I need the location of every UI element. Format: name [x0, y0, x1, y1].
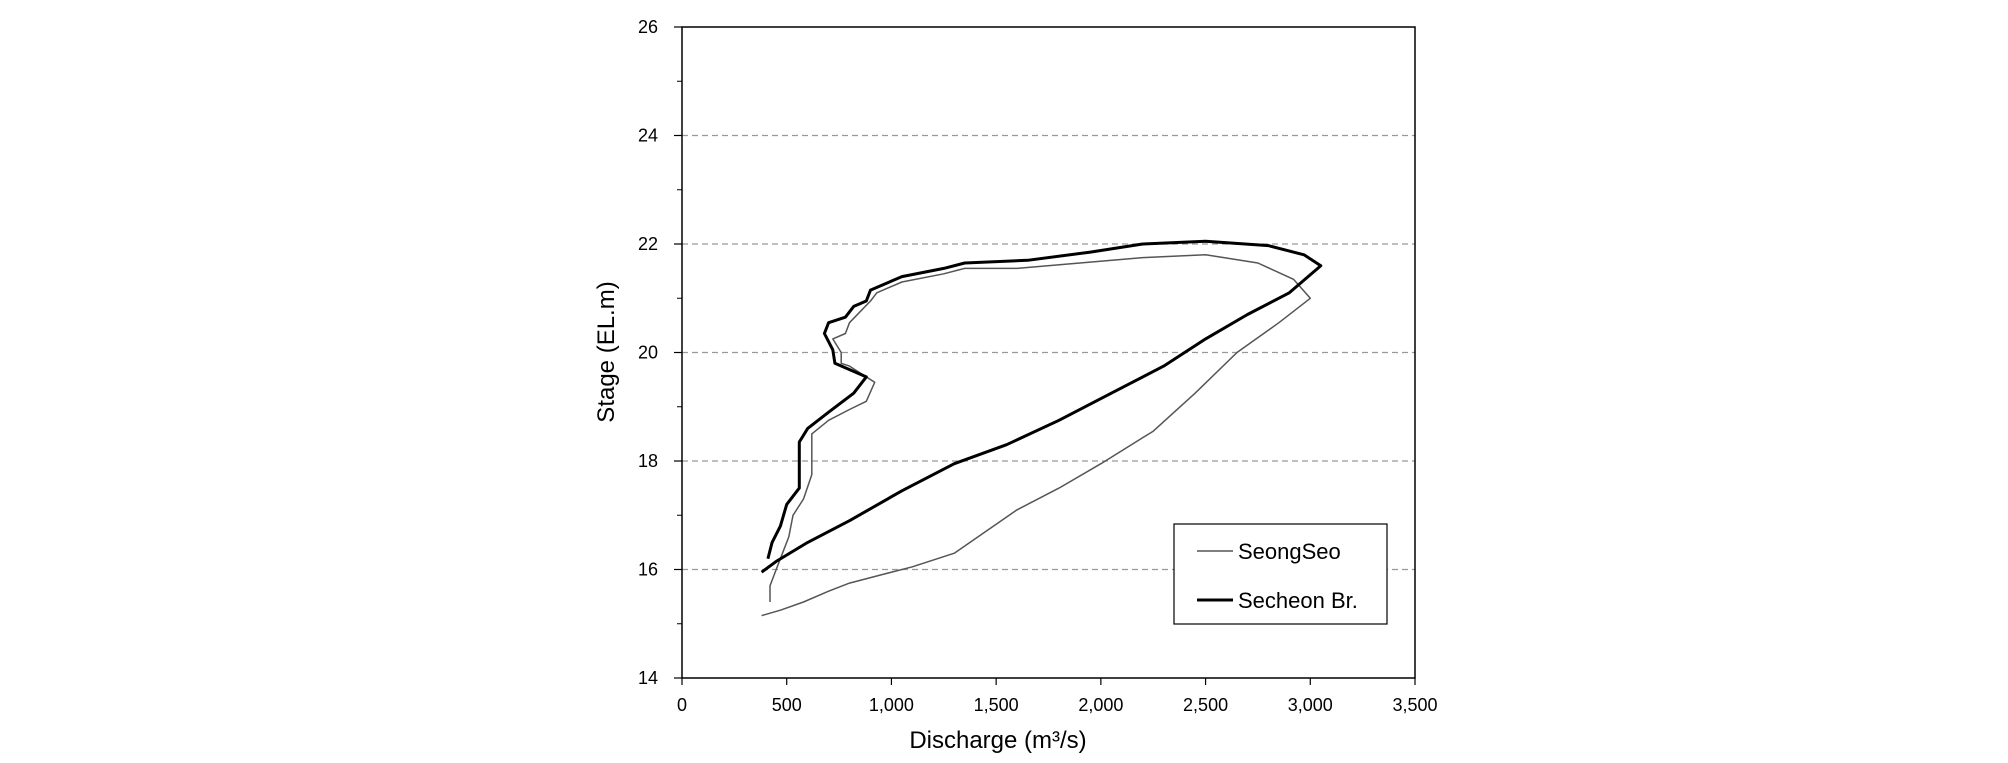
- y-tick-label: 22: [638, 234, 658, 254]
- y-tick-label: 26: [638, 17, 658, 37]
- grid-layer: [682, 134, 1415, 571]
- y-tick-label: 18: [638, 451, 658, 471]
- legend-box: [1173, 523, 1388, 625]
- x-tick-label: 3,000: [1288, 695, 1333, 715]
- legend-label: Secheon Br.: [1238, 588, 1358, 613]
- legend: SeongSeo Secheon Br.: [1173, 523, 1388, 625]
- y-tick-label: 16: [638, 560, 658, 580]
- x-tick-label: 0: [677, 695, 687, 715]
- x-tick-label: 500: [772, 695, 802, 715]
- x-tick-label: 1,500: [974, 695, 1019, 715]
- x-tick-label: 2,500: [1183, 695, 1228, 715]
- ticks-layer: 14 16 18 20 22 24 26 0 500 1,000 1,500 2,000 2,500 3,…: [638, 17, 1438, 715]
- x-tick-label: 2,000: [1078, 695, 1123, 715]
- y-tick-label: 20: [638, 343, 658, 363]
- y-tick-label: 24: [638, 126, 658, 146]
- x-tick-label: 1,000: [869, 695, 914, 715]
- series-layer: [760, 239, 1323, 617]
- y-tick-label: 14: [638, 668, 658, 688]
- x-tick-label: 3,500: [1392, 695, 1437, 715]
- y-axis-title: Stage (EL.m): [593, 281, 620, 422]
- x-axis-title: Discharge (m³/s): [909, 727, 1086, 754]
- series-line-2: [760, 239, 1323, 574]
- legend-label: SeongSeo: [1238, 539, 1341, 564]
- series-line-1: [761, 254, 1312, 617]
